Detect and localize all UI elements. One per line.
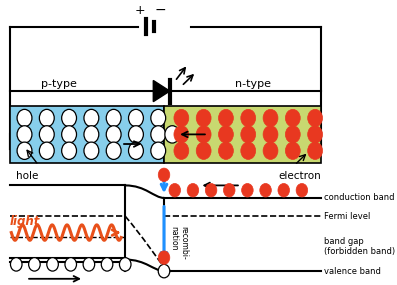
Circle shape — [242, 184, 253, 197]
Circle shape — [106, 109, 121, 127]
Circle shape — [158, 251, 170, 264]
Circle shape — [165, 126, 180, 143]
Circle shape — [62, 109, 77, 127]
Circle shape — [151, 126, 166, 143]
Circle shape — [10, 258, 22, 271]
Text: electron: electron — [278, 171, 321, 181]
Circle shape — [29, 258, 40, 271]
Circle shape — [62, 126, 77, 143]
Circle shape — [174, 109, 189, 127]
Polygon shape — [153, 80, 170, 102]
Circle shape — [84, 126, 99, 143]
Circle shape — [62, 142, 77, 159]
Circle shape — [196, 126, 211, 143]
Circle shape — [158, 264, 170, 278]
Circle shape — [224, 184, 235, 197]
Circle shape — [39, 126, 54, 143]
Text: conduction band: conduction band — [324, 194, 395, 202]
Circle shape — [260, 184, 271, 197]
Text: light: light — [10, 215, 40, 227]
Text: n-type: n-type — [235, 79, 271, 89]
Circle shape — [151, 109, 166, 127]
Text: recombi-
nation: recombi- nation — [169, 226, 189, 260]
Circle shape — [17, 126, 32, 143]
Bar — [164, 105, 321, 163]
Circle shape — [106, 142, 121, 159]
Circle shape — [285, 126, 300, 143]
Circle shape — [187, 184, 198, 197]
Text: Fermi level: Fermi level — [324, 212, 370, 221]
Circle shape — [129, 126, 143, 143]
Circle shape — [174, 126, 189, 143]
Circle shape — [151, 142, 166, 159]
Circle shape — [218, 109, 233, 127]
Circle shape — [129, 109, 143, 127]
Circle shape — [285, 109, 300, 127]
Circle shape — [205, 184, 217, 197]
Circle shape — [278, 184, 289, 197]
Circle shape — [106, 126, 121, 143]
Circle shape — [241, 109, 256, 127]
Text: (forbidden band): (forbidden band) — [324, 247, 395, 256]
Circle shape — [218, 126, 233, 143]
Circle shape — [17, 142, 32, 159]
Circle shape — [83, 258, 94, 271]
Circle shape — [263, 126, 278, 143]
Circle shape — [308, 126, 322, 143]
Circle shape — [17, 109, 32, 127]
Circle shape — [196, 109, 211, 127]
Circle shape — [285, 142, 300, 159]
Circle shape — [241, 142, 256, 159]
Text: −: − — [155, 3, 166, 17]
Circle shape — [101, 258, 113, 271]
Circle shape — [119, 258, 131, 271]
Circle shape — [263, 109, 278, 127]
Circle shape — [39, 109, 54, 127]
Text: +: + — [135, 4, 145, 17]
Bar — [10, 105, 164, 163]
Circle shape — [84, 142, 99, 159]
Circle shape — [129, 142, 143, 159]
Text: valence band: valence band — [324, 266, 381, 276]
Circle shape — [308, 109, 322, 127]
Circle shape — [196, 142, 211, 159]
Circle shape — [308, 142, 322, 159]
Circle shape — [263, 142, 278, 159]
Circle shape — [241, 126, 256, 143]
Circle shape — [218, 142, 233, 159]
Circle shape — [174, 142, 189, 159]
Text: hole: hole — [16, 171, 39, 181]
Text: band gap: band gap — [324, 237, 364, 246]
Circle shape — [84, 109, 99, 127]
Circle shape — [158, 168, 170, 182]
Circle shape — [296, 184, 308, 197]
Text: p-type: p-type — [41, 79, 77, 89]
Circle shape — [65, 258, 77, 271]
Circle shape — [39, 142, 54, 159]
Circle shape — [47, 258, 58, 271]
Circle shape — [169, 184, 181, 197]
